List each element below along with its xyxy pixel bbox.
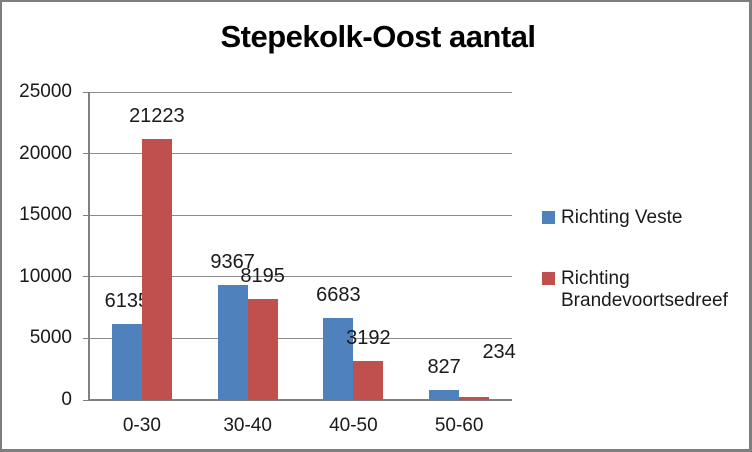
y-axis-tick — [83, 337, 90, 339]
legend-swatch-blue — [542, 211, 555, 224]
bar-richting-brandevoortsedreef-50-60 — [459, 397, 490, 400]
gridline — [89, 214, 512, 216]
data-label: 8195 — [240, 265, 285, 288]
gridline — [89, 276, 512, 278]
bar-richting-brandevoortsedreef-40-50 — [353, 360, 384, 400]
data-label: 9367 — [210, 250, 255, 273]
chart-title: Stepekolk-Oost aantal — [220, 19, 536, 54]
y-tick-label: 5000 — [29, 327, 72, 349]
data-label: 234 — [482, 341, 516, 364]
gridline — [89, 337, 512, 339]
y-tick-label: 15000 — [19, 204, 72, 226]
bar-richting-brandevoortsedreef-0-30 — [141, 138, 172, 400]
data-label: 3192 — [346, 326, 391, 349]
gridline — [89, 153, 512, 155]
bar-richting-brandevoortsedreef-30-40 — [247, 299, 278, 400]
y-tick-label: 25000 — [19, 81, 72, 102]
legend: Richting Veste Richting Brandevoortsedre… — [542, 207, 747, 351]
x-tick-label: 40-50 — [329, 415, 378, 436]
legend-entry-richting-veste: Richting Veste — [542, 207, 747, 229]
data-label: 827 — [427, 355, 461, 378]
bar-richting-veste-0-30 — [111, 324, 142, 400]
x-tick-label: 0-30 — [122, 415, 161, 436]
bar-richting-veste-40-50 — [323, 317, 354, 400]
legend-swatch-red — [542, 272, 555, 285]
gridline — [89, 91, 512, 93]
y-axis-tick — [83, 399, 90, 401]
data-label: 6135 — [104, 290, 150, 313]
x-tick-label: 50-60 — [434, 415, 484, 436]
x-axis-line — [88, 399, 512, 401]
y-tick-label: 20000 — [19, 142, 72, 164]
data-label: 6683 — [316, 283, 361, 306]
y-tick-label: 10000 — [19, 265, 72, 287]
bar-richting-veste-50-60 — [429, 389, 460, 400]
y-tick-label: 0 — [61, 389, 72, 410]
y-axis-tick — [83, 91, 90, 93]
legend-label: Richting Brandevoortsedreef — [561, 268, 728, 311]
bar-richting-veste-30-40 — [217, 284, 248, 400]
y-axis-tick — [83, 153, 90, 155]
legend-entry-richting-brandevoortsedreef: Richting Brandevoortsedreef — [542, 268, 747, 312]
y-axis-tick — [83, 276, 90, 278]
y-axis-line — [88, 92, 90, 400]
y-axis-tick — [83, 214, 90, 216]
data-label: 21223 — [129, 104, 185, 127]
x-tick-label: 30-40 — [223, 415, 272, 436]
legend-label: Richting Veste — [561, 207, 683, 228]
